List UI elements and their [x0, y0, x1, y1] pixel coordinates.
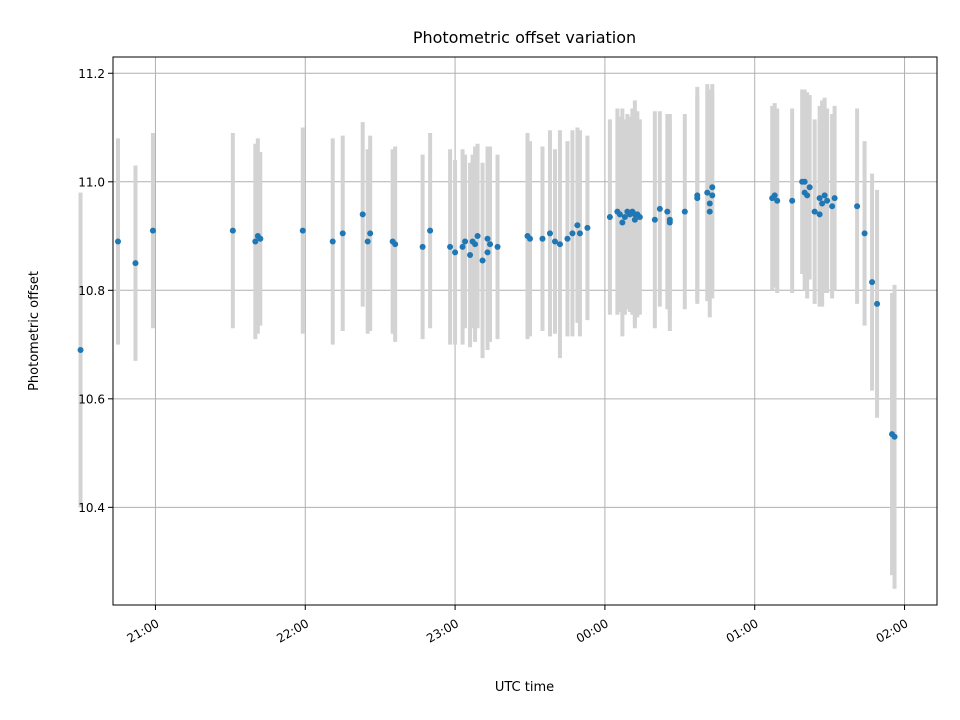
data-point: [819, 200, 826, 207]
y-tick-label: 11.0: [78, 175, 105, 189]
data-point: [484, 249, 491, 256]
data-point: [584, 224, 591, 231]
data-point: [329, 238, 336, 245]
data-point: [806, 184, 813, 191]
data-point: [392, 241, 399, 248]
data-point: [459, 243, 466, 250]
data-point: [709, 192, 716, 199]
data-point: [229, 227, 236, 234]
axis-ticks: 21:00 22:00 23:00 00:00 01:00 02:0010.410.610…: [78, 67, 910, 646]
data-point: [829, 203, 836, 210]
data-point: [666, 216, 673, 223]
data-point: [771, 192, 778, 199]
data-point: [132, 260, 139, 267]
data-point: [484, 235, 491, 242]
data-point: [419, 243, 426, 250]
data-point: [706, 208, 713, 215]
data-point: [299, 227, 306, 234]
data-point: [704, 189, 711, 196]
data-point: [811, 208, 818, 215]
data-point: [616, 211, 623, 218]
y-axis-label: Photometric offset: [27, 271, 42, 391]
plot-frame: [112, 56, 938, 606]
data-point: [631, 216, 638, 223]
data-point: [574, 222, 581, 229]
data-point: [556, 241, 563, 248]
data-point: [252, 238, 259, 245]
data-point: [339, 230, 346, 237]
plot-area: [113, 57, 937, 605]
data-point: [804, 192, 811, 199]
data-point: [854, 203, 861, 210]
data-point: [359, 211, 366, 218]
y-tick-label: 10.6: [78, 392, 105, 406]
data-point: [364, 238, 371, 245]
data-point: [474, 233, 481, 240]
grid: [113, 57, 937, 605]
y-tick-label: 10.8: [78, 284, 105, 298]
data-point: [257, 235, 264, 242]
data-point: [816, 195, 823, 202]
data-point: [831, 195, 838, 202]
data-point: [114, 238, 121, 245]
data-point: [77, 346, 84, 353]
data-point: [569, 230, 576, 237]
data-point: [479, 257, 486, 264]
data-point: [452, 249, 459, 256]
data-point: [619, 219, 626, 226]
data-points: [77, 178, 898, 440]
chart-title: Photometric offset variation: [413, 28, 636, 47]
data-point: [526, 235, 533, 242]
data-point: [494, 243, 501, 250]
data-point: [472, 241, 479, 248]
data-point: [636, 214, 643, 221]
data-point: [546, 230, 553, 237]
data-point: [681, 208, 688, 215]
data-point: [694, 195, 701, 202]
data-point: [861, 230, 868, 237]
data-point: [774, 197, 781, 204]
data-point: [891, 433, 898, 440]
data-point: [789, 197, 796, 204]
data-point: [706, 200, 713, 207]
data-point: [467, 252, 474, 259]
data-point: [651, 216, 658, 223]
data-point: [551, 238, 558, 245]
data-point: [539, 235, 546, 242]
data-point: [801, 178, 808, 185]
data-point: [869, 279, 876, 286]
data-point: [821, 192, 828, 199]
data-point: [447, 243, 454, 250]
data-point: [427, 227, 434, 234]
data-point: [824, 197, 831, 204]
x-axis-label: UTC time: [495, 680, 554, 695]
data-point: [149, 227, 156, 234]
data-point: [656, 205, 663, 212]
data-point: [816, 211, 823, 218]
data-point: [709, 184, 716, 191]
data-point: [621, 214, 628, 221]
data-point: [564, 235, 571, 242]
data-point: [576, 230, 583, 237]
data-point: [367, 230, 374, 237]
data-point: [462, 238, 469, 245]
data-point: [874, 300, 881, 307]
data-point: [664, 208, 671, 215]
y-tick-label: 10.4: [78, 501, 105, 515]
data-point: [606, 214, 613, 221]
data-point: [487, 241, 494, 248]
y-tick-label: 11.2: [78, 67, 105, 81]
